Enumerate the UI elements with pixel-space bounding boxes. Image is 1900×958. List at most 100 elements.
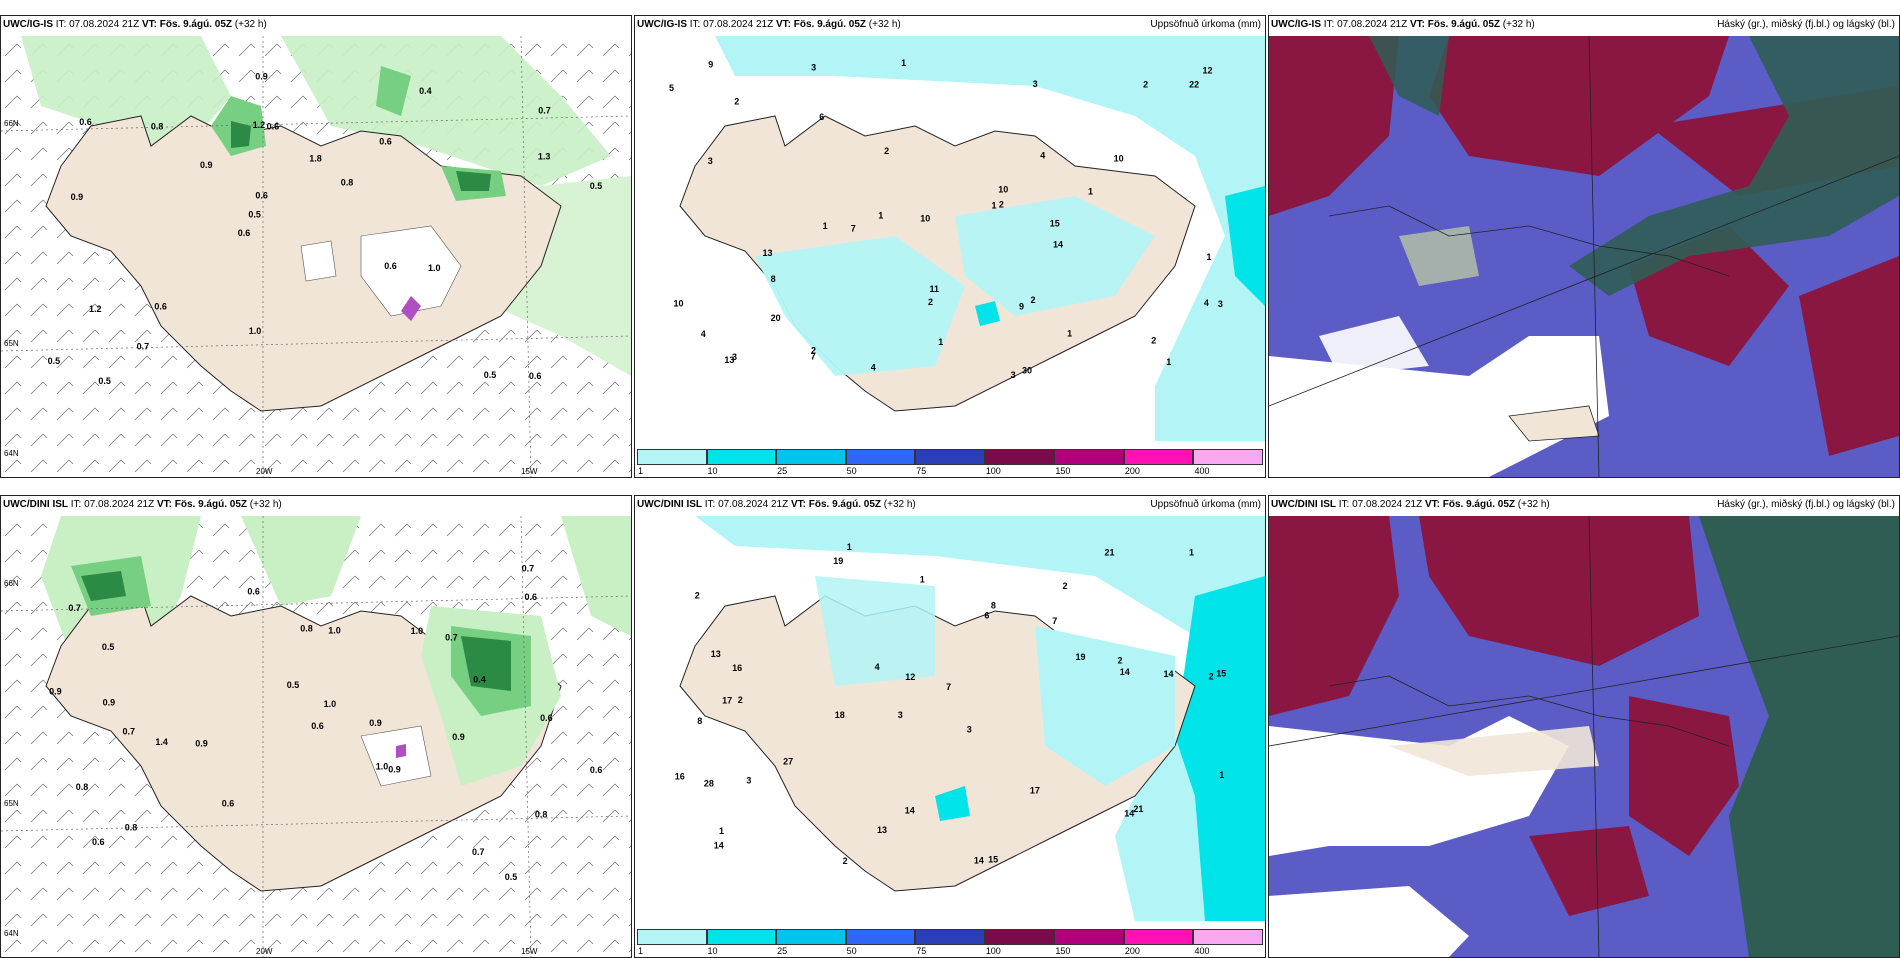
value-label: 5 — [669, 83, 674, 93]
value-label: 1 — [938, 337, 943, 347]
value-label: 0.8 — [76, 782, 89, 792]
value-label: 0.8 — [151, 122, 164, 132]
value-label: 10 — [920, 214, 930, 224]
value-label: 4 — [871, 362, 876, 372]
panel-header: UWC/DINI ISL IT: 07.08.2024 21Z VT: Fös.… — [1269, 496, 1899, 514]
value-label: 0.6 — [384, 261, 397, 271]
value-label: 8 — [697, 716, 702, 726]
colorbar-swatch — [1054, 449, 1124, 465]
value-label: 4 — [701, 329, 706, 339]
vt-label: VT: — [141, 19, 157, 30]
value-label: 14 — [1164, 669, 1174, 679]
value-label: 0.7 — [137, 342, 150, 352]
value-label: 2 — [843, 856, 848, 866]
panel-header: UWC/IG-IS IT: 07.08.2024 21Z VT: Fös. 9.… — [635, 16, 1265, 34]
colorbar-tick: 50 — [846, 466, 857, 476]
value-label: 2 — [1031, 295, 1036, 305]
value-label: 1 — [847, 542, 852, 552]
lon-label-20w: 20W — [256, 947, 273, 956]
value-label: 7 — [1052, 616, 1057, 626]
value-label: 10 — [674, 299, 684, 309]
init-time: 07.08.2024 21Z — [703, 19, 774, 30]
value-label: 0.9 — [49, 686, 62, 696]
valid-time: Fös. 9.ágú. 05Z — [174, 499, 247, 510]
value-label: 14 — [1120, 667, 1130, 677]
value-label: 14 — [974, 855, 984, 865]
value-label: 28 — [704, 779, 714, 789]
colorbar: 1 10 25 50 75 100 150 200 400 — [637, 449, 1263, 476]
panel-header: UWC/DINI ISL IT: 07.08.2024 21Z VT: Fös.… — [635, 496, 1265, 514]
value-label: 0.6 — [238, 228, 251, 238]
value-label: 2 — [734, 97, 739, 107]
value-label: 14 — [714, 841, 724, 851]
precip-wind-map: 0.6 0.9 0.7 0.6 0.6 0.5 1.2 1.8 1.2 0.9 0.5 0.7 0.6 0… — [1, 36, 631, 477]
value-label: 20 — [771, 313, 781, 323]
value-label: 0.9 — [452, 732, 465, 742]
value-label: 8 — [771, 274, 776, 284]
cloud-cover-map — [1269, 516, 1899, 957]
value-label: 7 — [851, 223, 856, 233]
value-label: 0.8 — [535, 810, 548, 820]
value-label: 10 — [1114, 153, 1124, 163]
vt-label: VT: — [156, 499, 172, 510]
colorbar-swatch — [637, 449, 707, 465]
value-label: 8 — [991, 601, 996, 611]
value-label: 0.4 — [473, 675, 486, 685]
value-label: 19 — [1076, 652, 1086, 662]
panel-title: Háský (gr.), miðský (fj.bl.) og lágský (… — [1717, 19, 1895, 30]
value-label: 0.6 — [267, 121, 280, 131]
value-label: 2 — [1151, 335, 1156, 345]
value-label: 12 — [1203, 65, 1213, 75]
value-label: 0.5 — [248, 210, 261, 220]
lead-time: (+32 h) — [868, 19, 901, 30]
value-label: 2 — [1118, 655, 1123, 665]
lat-label-65n: 65N — [4, 339, 19, 348]
value-label: 15 — [1216, 669, 1226, 679]
colorbar-swatch — [706, 449, 777, 465]
value-label: 9 — [1019, 301, 1024, 311]
model-name: UWC/DINI ISL — [637, 499, 702, 510]
colorbar-tick: 25 — [777, 946, 788, 956]
panel-header: UWC/DINI ISL IT: 07.08.2024 21Z VT: Fös.… — [1, 496, 631, 514]
value-label: 1.0 — [376, 762, 389, 772]
value-label: 0.6 — [154, 302, 167, 312]
lead-time: (+32 h) — [249, 499, 282, 510]
value-label: 0.6 — [525, 592, 538, 602]
lon-label-15w: 15W — [521, 467, 538, 476]
value-label: 7 — [946, 682, 951, 692]
accumulated-precip-map: 4 3 2 1 3 2 1 1 1 2 2 1 1 2 3 1 3 7 7 5 9 12 10 13 10 13 10 8 9 14 10 3… — [635, 36, 1265, 441]
model-name: UWC/IG-IS — [3, 19, 53, 30]
colorbar-swatch — [1054, 929, 1124, 945]
model-name: UWC/IG-IS — [637, 19, 687, 30]
colorbar-swatch — [637, 929, 707, 945]
value-label: 0.6 — [379, 137, 392, 147]
value-label: 0.6 — [590, 765, 603, 775]
value-label: 12 — [905, 672, 915, 682]
value-label: 2 — [1209, 672, 1214, 682]
valid-time: Fös. 9.ágú. 05Z — [1442, 499, 1515, 510]
colorbar-tick: 400 — [1194, 466, 1210, 476]
value-label: 6 — [984, 610, 989, 620]
value-label: 1.8 — [309, 153, 322, 163]
value-label: 10 — [998, 185, 1008, 195]
value-label: 1.4 — [155, 737, 168, 747]
it-label: IT: — [70, 499, 82, 510]
colorbar-tick: 150 — [1055, 466, 1071, 476]
value-label: 3 — [732, 352, 737, 362]
vt-label: VT: — [1409, 19, 1425, 30]
value-label: 0.9 — [388, 764, 401, 774]
value-label: 0.6 — [529, 371, 542, 381]
value-label: 2 — [811, 346, 816, 356]
panel-bottom-right: UWC/DINI ISL IT: 07.08.2024 21Z VT: Fös.… — [1268, 495, 1900, 958]
colorbar-tick: 200 — [1124, 466, 1140, 476]
colorbar-tick: 50 — [846, 946, 857, 956]
colorbar: 1 10 25 50 75 100 150 200 400 — [637, 929, 1263, 956]
value-label: 0.6 — [247, 586, 260, 596]
it-label: IT: — [704, 499, 716, 510]
lat-label-64n: 64N — [4, 449, 19, 458]
value-label: 1 — [1219, 770, 1224, 780]
value-label: 17 — [1030, 785, 1040, 795]
value-label: 19 — [833, 556, 843, 566]
panel-title: Uppsöfnuð úrkoma (mm) — [1150, 19, 1261, 30]
value-label: 1.0 — [249, 326, 262, 336]
